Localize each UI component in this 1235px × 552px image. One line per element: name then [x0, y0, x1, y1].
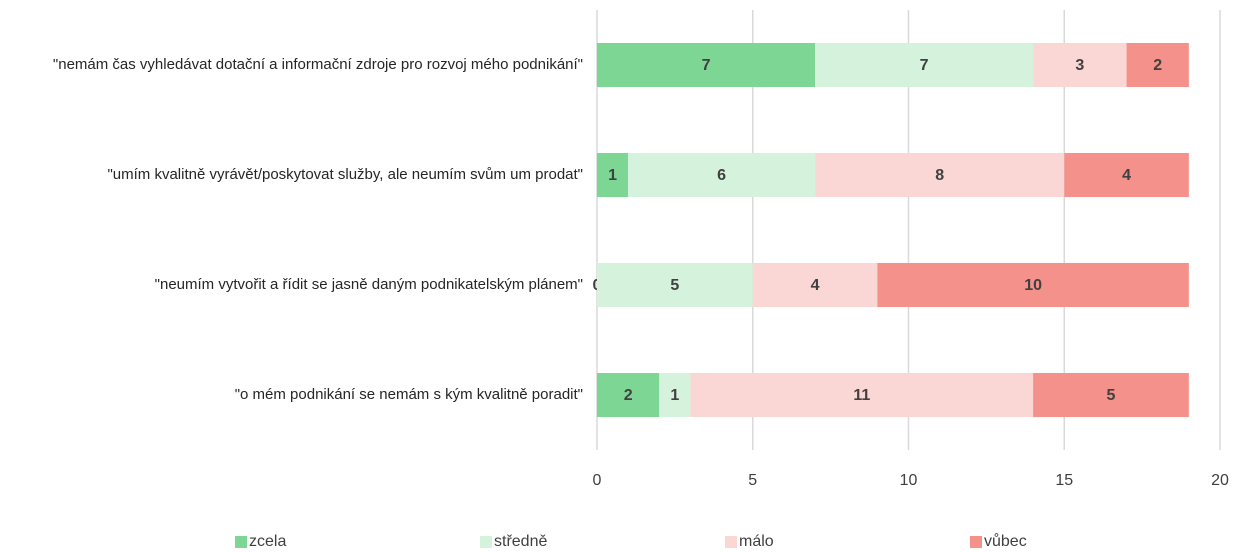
x-tick-label: 20	[1211, 472, 1229, 489]
legend-swatch	[725, 536, 737, 548]
x-tick-label: 10	[900, 472, 918, 489]
bar-segment	[1064, 153, 1189, 197]
bar-segment	[815, 153, 1065, 197]
bar-segment	[1033, 373, 1189, 417]
legend-label: středně	[494, 533, 547, 550]
bar-segment	[1126, 43, 1189, 87]
data-label: 4	[811, 277, 820, 294]
category-label: "nemám čas vyhledávat dotační a informač…	[52, 56, 583, 73]
data-label: 1	[670, 387, 679, 404]
category-label: "o mém podnikání se nemám s kým kvalitně…	[234, 386, 583, 403]
bar-segment	[597, 153, 629, 197]
bar-segment	[877, 263, 1189, 307]
bar-segment	[628, 153, 816, 197]
legend-label: zcela	[249, 533, 286, 550]
data-label: 7	[920, 57, 929, 74]
data-label: 4	[1122, 167, 1131, 184]
bar-segment	[597, 373, 660, 417]
data-label: 8	[935, 167, 944, 184]
data-label: 2	[1153, 57, 1162, 74]
bar-segment	[690, 373, 1034, 417]
data-label: 6	[717, 167, 726, 184]
bar-segment	[752, 263, 878, 307]
data-label: 11	[853, 387, 870, 404]
category-label: "neumím vytvořit a řídit se jasně daným …	[154, 276, 583, 293]
legend-swatch	[235, 536, 247, 548]
bar-segment	[815, 43, 1034, 87]
data-label: 7	[702, 57, 711, 74]
category-label: "umím kvalitně vyrávět/poskytovat služby…	[107, 166, 583, 183]
data-label: 2	[624, 387, 633, 404]
data-label: 5	[1107, 387, 1116, 404]
data-label: 5	[670, 277, 679, 294]
x-tick-label: 5	[748, 472, 757, 489]
bar-segment	[659, 373, 691, 417]
legend-label: vůbec	[984, 532, 1027, 550]
legend-swatch	[480, 536, 492, 548]
data-label: 3	[1075, 57, 1084, 74]
x-tick-label: 15	[1055, 472, 1073, 489]
legend-label: málo	[739, 533, 774, 550]
data-label: 10	[1024, 277, 1042, 294]
x-tick-label: 0	[593, 472, 602, 489]
data-label: 1	[608, 167, 617, 184]
legend-swatch	[970, 536, 982, 548]
bar-segment	[1033, 43, 1127, 87]
bar-segment	[597, 263, 753, 307]
bar-segment	[597, 43, 816, 87]
